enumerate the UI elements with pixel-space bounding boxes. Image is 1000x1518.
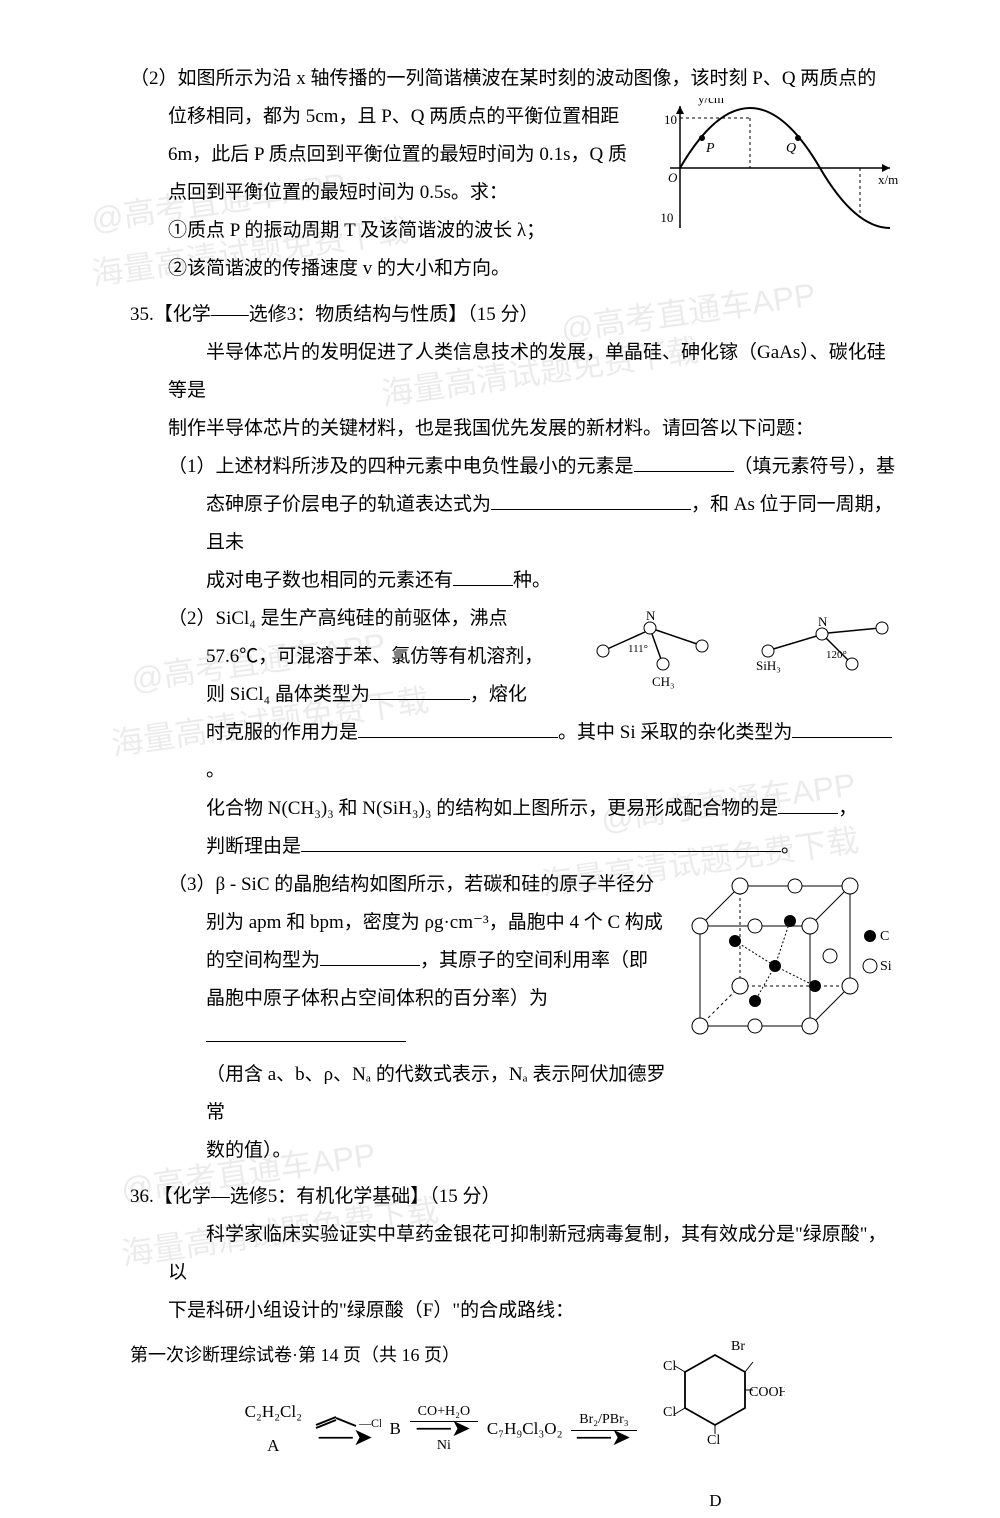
reagent-top: Br₂/PBr₃ <box>571 1412 636 1431</box>
q36-intro-2: 下是科研小组设计的"绿原酸（F）"的合成路线： <box>168 1292 900 1330</box>
q35-p2-j: 判断理由是 <box>206 836 301 857</box>
q35-p2-g: 。 <box>206 760 225 781</box>
blank-field <box>320 943 420 966</box>
q35-p1-f: 种。 <box>513 570 551 591</box>
page-footer: 第一次诊断理综试卷·第 14 页（共 16 页） <box>130 1337 460 1373</box>
molecule-diagrams: N CH₃ 111° SiH₃ N 120° <box>570 600 900 700</box>
blank-field <box>301 829 781 852</box>
svg-text:Cl: Cl <box>663 1359 676 1374</box>
blank-field <box>206 1019 406 1042</box>
q34-2-sub2: ②该简谐波的传播速度 v 的大小和方向。 <box>168 250 900 288</box>
svg-text:Q: Q <box>786 141 796 156</box>
q35-p3-g: 数的值）。 <box>168 1132 900 1170</box>
compound-A-label: A <box>267 1436 279 1455</box>
svg-text:N: N <box>818 614 828 629</box>
svg-text:CH₃: CH₃ <box>652 674 675 689</box>
q35-intro-1: 半导体芯片的发明促进了人类信息技术的发展，单晶硅、砷化镓（GaAs）、碳化硅等是 <box>168 334 900 410</box>
blank-field <box>370 677 470 700</box>
svg-text:O: O <box>668 170 678 185</box>
compound-C: C₇H₉Cl₃O₂ <box>487 1412 563 1446</box>
svg-text:COOH: COOH <box>749 1385 785 1400</box>
q35-part2: N CH₃ 111° SiH₃ N 120° <box>130 600 900 866</box>
q36-title: 36.【化学—选修5：有机化学基础】（15 分） <box>130 1178 900 1216</box>
blank-field <box>792 715 892 738</box>
svg-text:111°: 111° <box>628 643 648 655</box>
q35-p3-c: 的空间构型为 <box>206 950 320 971</box>
svg-text:120°: 120° <box>826 649 847 661</box>
ylabel: y/cm <box>698 98 724 106</box>
blank-field <box>491 487 691 510</box>
reaction-arrow-3: Br₂/PBr₃ ──➤ <box>571 1412 636 1445</box>
q36-intro-1: 科学家临床实验证实中草药金银花可抑制新冠病毒复制，其有效成分是"绿原酸"，以 <box>168 1216 900 1292</box>
svg-text:-10: -10 <box>660 210 673 225</box>
q35-p2-h: 化合物 N(CH₃)₃ 和 N(SiH₃)₃ 的结构如上图所示，更易形成配合物的… <box>206 798 778 819</box>
compound-D-label: D <box>709 1491 721 1510</box>
q35-part1: （1）上述材料所涉及的四种元素中电负性最小的元素是 （填元素符号），基 <box>130 448 900 486</box>
compound-D: Cl Cl Cl Br COOH D <box>645 1340 785 1518</box>
compound-A-formula: C₂H₂Cl₂ <box>245 1402 302 1421</box>
q35-p1-b: （填元素符号），基 <box>734 456 896 477</box>
compound-B: B <box>390 1412 401 1446</box>
q35-p2-k: 。 <box>781 836 800 857</box>
crystal-diagram: C Si <box>680 866 900 1066</box>
q35-p2-e: 时克服的作用力是 <box>206 722 358 743</box>
xlabel: x/m <box>878 172 898 187</box>
svg-text:10: 10 <box>664 112 677 127</box>
q35-intro-2: 制作半导体芯片的关键材料，也是我国优先发展的新材料。请回答以下问题： <box>168 410 900 448</box>
blank-field <box>778 791 838 814</box>
svg-text:Si: Si <box>880 959 892 974</box>
q35-p2-i: ， <box>838 798 857 819</box>
reagent-bot: Ni <box>410 1437 478 1455</box>
q35-part3: C Si （3）β - SiC 的晶胞结构如图所示，若碳和硅的原子半径分 别为 … <box>130 866 900 1170</box>
svg-text:Cl: Cl <box>707 1433 720 1448</box>
q35-p1-c: 态砷原子价层电子的轨道表达式为 <box>206 494 491 515</box>
blank-field <box>453 563 513 586</box>
reaction-arrow-2: CO+H₂O ──➤ Ni <box>410 1404 478 1455</box>
q35-p3-d: ，其原子的空间利用率（即 <box>420 950 648 971</box>
question-34-2: （2）如图所示为沿 x 轴传播的一列简谐横波在某时刻的波动图像，该时刻 P、Q … <box>130 60 900 288</box>
wave-graph: y/cm x/m 10 -10 O P Q <box>660 98 900 238</box>
svg-text:SiH₃: SiH₃ <box>756 658 781 673</box>
svg-text:N: N <box>646 608 656 623</box>
blank-field <box>634 449 734 472</box>
q35-p1-a: （1）上述材料所涉及的四种元素中电负性最小的元素是 <box>168 456 634 477</box>
svg-text:—Cl: —Cl <box>358 1416 381 1430</box>
question-35: 35.【化学——选修3：物质结构与性质】（15 分） 半导体芯片的发明促进了人类… <box>130 296 900 1170</box>
q35-p2-f: 。其中 Si 采取的杂化类型为 <box>558 722 792 743</box>
reaction-arrow-1: —Cl ──➤ <box>311 1413 381 1445</box>
q35-title: 35.【化学——选修3：物质结构与性质】（15 分） <box>130 296 900 334</box>
q35-p2-d: ，熔化 <box>470 684 527 705</box>
q35-p2-c: 则 SiCl₄ 晶体类型为 <box>206 684 370 705</box>
q35-p1-e: 成对电子数也相同的元素还有 <box>206 570 453 591</box>
q35-p3-e: 晶胞中原子体积占空间体积的百分率）为 <box>206 988 548 1009</box>
blank-field <box>358 715 558 738</box>
svg-text:P: P <box>705 141 715 156</box>
svg-text:Br: Br <box>731 1340 745 1354</box>
svg-text:C: C <box>880 929 889 944</box>
q35-p3-f: （用含 a、b、ρ、Nₐ 的代数式表示，Nₐ 表示阿伏加德罗常 <box>168 1056 900 1132</box>
q34-2-line1: （2）如图所示为沿 x 轴传播的一列简谐横波在某时刻的波动图像，该时刻 P、Q … <box>130 60 900 98</box>
